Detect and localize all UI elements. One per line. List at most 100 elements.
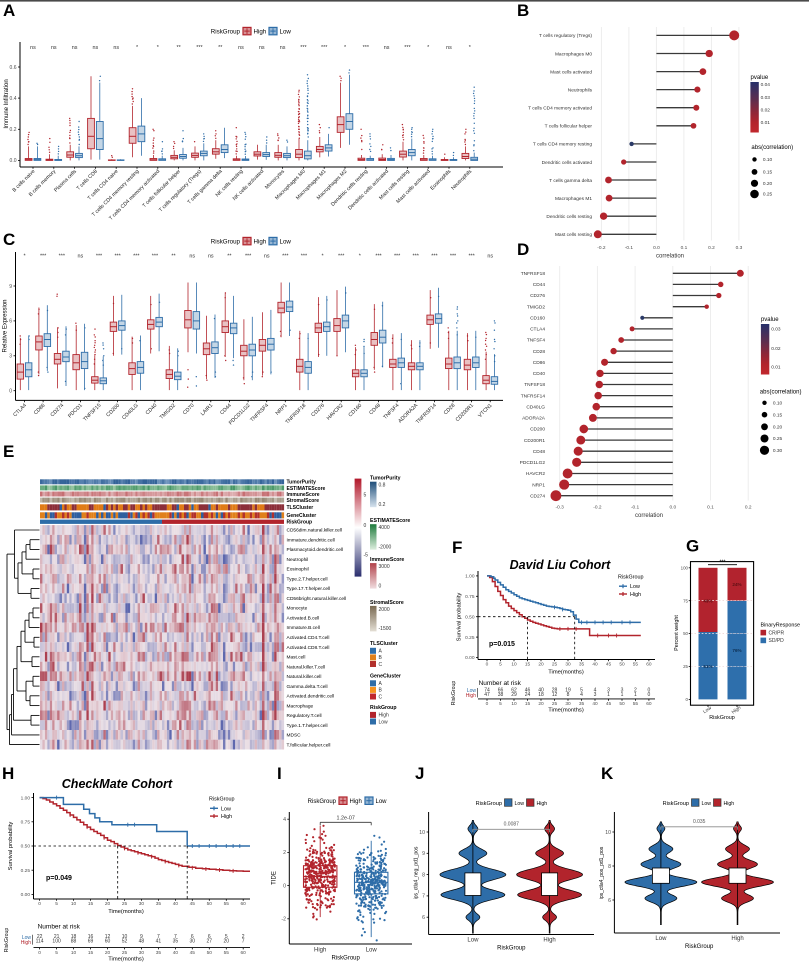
svg-text:5: 5 [55, 901, 58, 907]
svg-text:Low: Low [22, 935, 32, 941]
svg-text:75: 75 [683, 598, 688, 603]
svg-text:**: ** [218, 45, 223, 51]
svg-text:10: 10 [122, 934, 128, 940]
svg-text:0.2: 0.2 [379, 502, 386, 508]
svg-text:***: *** [719, 559, 725, 565]
svg-text:CD56dim.natural.killer.cell: CD56dim.natural.killer.cell [287, 528, 342, 534]
svg-text:10: 10 [71, 950, 77, 956]
svg-text:40: 40 [173, 950, 179, 956]
svg-text:45: 45 [606, 701, 612, 707]
svg-text:D: D [517, 240, 529, 259]
svg-text:pvalue: pvalue [751, 75, 769, 81]
svg-text:ns: ns [78, 254, 84, 260]
svg-text:***: *** [468, 254, 475, 260]
svg-text:49%: 49% [703, 599, 712, 604]
svg-text:ns: ns [113, 45, 119, 51]
svg-text:1: 1 [607, 692, 610, 698]
svg-text:***: *** [404, 45, 411, 51]
svg-text:60: 60 [241, 950, 247, 956]
svg-text:I: I [277, 764, 282, 783]
svg-text:-2: -2 [281, 917, 286, 923]
svg-text:F: F [452, 538, 462, 557]
svg-text:0.0: 0.0 [10, 158, 17, 164]
svg-text:6: 6 [208, 934, 211, 940]
svg-text:25: 25 [683, 664, 688, 669]
svg-text:*: * [136, 45, 139, 51]
svg-text:35: 35 [579, 662, 585, 668]
svg-text:Activated.CD8.T.cell: Activated.CD8.T.cell [287, 645, 330, 651]
svg-text:66: 66 [498, 688, 504, 694]
svg-text:40: 40 [538, 688, 544, 694]
svg-text:High: High [254, 238, 267, 245]
svg-text:100: 100 [52, 938, 61, 944]
svg-text:T cells regulatory (Tregs): T cells regulatory (Tregs) [539, 33, 592, 39]
svg-text:76%: 76% [732, 648, 741, 653]
svg-text:Type.1.T.helper.cell: Type.1.T.helper.cell [287, 723, 328, 729]
svg-text:2: 2 [283, 850, 286, 856]
svg-text:0.04: 0.04 [761, 82, 771, 88]
svg-text:Regulatory.T.cell: Regulatory.T.cell [287, 713, 322, 719]
svg-text:Relative Expression: Relative Expression [3, 299, 9, 352]
svg-text:David Liu Cohort: David Liu Cohort [510, 558, 612, 572]
svg-text:*: * [427, 45, 430, 51]
svg-text:Natural.killer.cell: Natural.killer.cell [287, 674, 322, 680]
svg-text:***: *** [338, 254, 345, 260]
svg-text:E: E [3, 442, 14, 461]
svg-text:30: 30 [139, 901, 145, 907]
svg-text:Macrophage: Macrophage [287, 703, 314, 709]
svg-text:CD40LG: CD40LG [526, 404, 545, 410]
svg-text:12: 12 [105, 934, 111, 940]
svg-text:28: 28 [552, 688, 558, 694]
svg-text:12: 12 [552, 692, 558, 698]
svg-text:0: 0 [283, 883, 286, 889]
svg-text:StromalScore: StromalScore [370, 600, 404, 606]
svg-text:CTLA4: CTLA4 [530, 327, 545, 333]
svg-text:Low: Low [702, 705, 713, 715]
svg-text:Activated.dendritic.cell: Activated.dendritic.cell [287, 694, 335, 700]
svg-text:7: 7 [242, 938, 245, 944]
svg-text:T cells CD4 memory resting: T cells CD4 memory resting [533, 142, 592, 148]
svg-text:***: *** [245, 254, 252, 260]
svg-text:TNFRSF18: TNFRSF18 [521, 271, 546, 277]
svg-text:0: 0 [9, 389, 12, 395]
svg-text:0.01: 0.01 [761, 120, 771, 126]
svg-text:52: 52 [122, 938, 128, 944]
svg-text:62: 62 [511, 688, 517, 694]
svg-text:T.follicular.helper.cell: T.follicular.helper.cell [287, 742, 331, 748]
svg-text:Macrophages M1: Macrophages M1 [555, 196, 592, 202]
svg-text:ns: ns [51, 45, 57, 51]
svg-text:15: 15 [88, 950, 94, 956]
svg-text:B: B [379, 655, 383, 661]
svg-text:30: 30 [565, 662, 571, 668]
svg-text:1.00: 1.00 [465, 574, 475, 580]
svg-text:C: C [3, 230, 15, 249]
svg-text:0.75: 0.75 [465, 594, 475, 600]
svg-text:50: 50 [207, 950, 213, 956]
svg-text:ns: ns [280, 45, 286, 51]
svg-text:29: 29 [511, 692, 517, 698]
svg-text:27: 27 [207, 938, 213, 944]
svg-text:Survival probability: Survival probability [8, 822, 14, 871]
svg-text:100: 100 [681, 565, 689, 570]
svg-text:1: 1 [621, 692, 624, 698]
svg-text:Low: Low [221, 806, 231, 812]
svg-text:0: 0 [686, 697, 689, 702]
svg-text:55: 55 [633, 662, 639, 668]
svg-text:HAVCR2: HAVCR2 [526, 471, 545, 477]
svg-text:TMIGD2: TMIGD2 [527, 304, 545, 310]
svg-text:C: C [379, 694, 383, 700]
svg-text:0: 0 [38, 950, 41, 956]
svg-text:***: *** [300, 45, 307, 51]
svg-text:TNFSF4: TNFSF4 [527, 338, 545, 344]
svg-text:3: 3 [594, 692, 597, 698]
svg-text:35: 35 [579, 701, 585, 707]
svg-text:RiskGroup: RiskGroup [211, 28, 241, 35]
svg-text:48: 48 [139, 938, 145, 944]
svg-text:ns: ns [446, 45, 452, 51]
svg-text:MDSC: MDSC [287, 733, 302, 739]
svg-text:High: High [731, 705, 743, 716]
svg-text:RiskGroup: RiskGroup [709, 715, 734, 721]
svg-text:***: *** [96, 254, 103, 260]
svg-text:Monocyte: Monocyte [287, 606, 308, 612]
svg-text:-5: -5 [364, 553, 369, 559]
